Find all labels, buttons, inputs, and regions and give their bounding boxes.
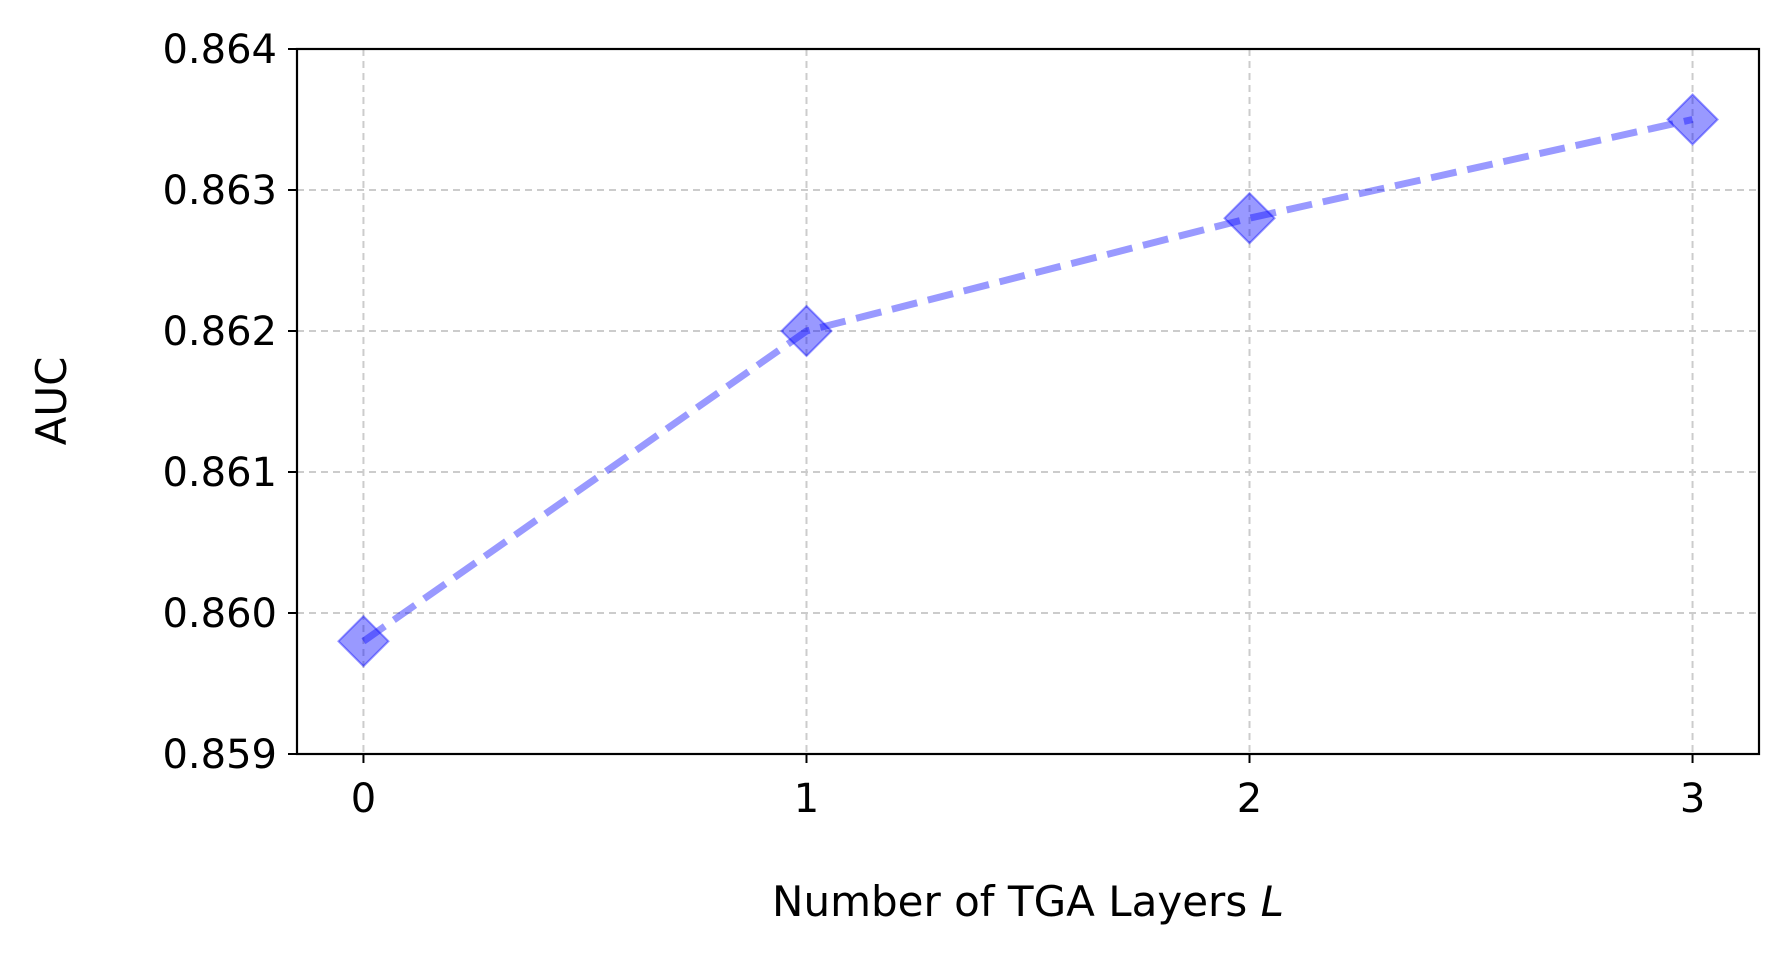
x-tick-label: 0 <box>351 776 376 822</box>
y-tick-label: 0.859 <box>162 732 277 778</box>
tick-layer: 0 1 2 3 0.859 0.860 0.861 0.862 0.863 0.864 <box>162 27 1705 822</box>
x-tick-label: 3 <box>1680 776 1705 822</box>
grid <box>297 48 1759 755</box>
y-tick-label: 0.863 <box>162 168 277 214</box>
y-tick-label: 0.864 <box>162 27 277 73</box>
y-axis-label: AUC <box>27 357 76 446</box>
data-point-marker <box>1666 93 1719 146</box>
y-tick-label: 0.860 <box>162 591 277 637</box>
x-axis-label-text: Number of TGA Layers <box>772 877 1247 926</box>
y-tick-label: 0.861 <box>162 450 277 496</box>
x-axis-label: Number of TGA Layers L <box>772 877 1284 926</box>
x-tick-label: 1 <box>794 776 819 822</box>
x-tick-label: 2 <box>1237 776 1262 822</box>
data-point-marker <box>780 304 833 358</box>
data-point-marker <box>1223 191 1276 245</box>
x-axis-label-variable: L <box>1261 877 1284 926</box>
data-point-marker <box>337 614 390 668</box>
series-line <box>361 116 1694 645</box>
y-tick-label: 0.862 <box>162 309 277 355</box>
plot-frame <box>295 47 1761 756</box>
series-layer <box>337 93 1719 668</box>
